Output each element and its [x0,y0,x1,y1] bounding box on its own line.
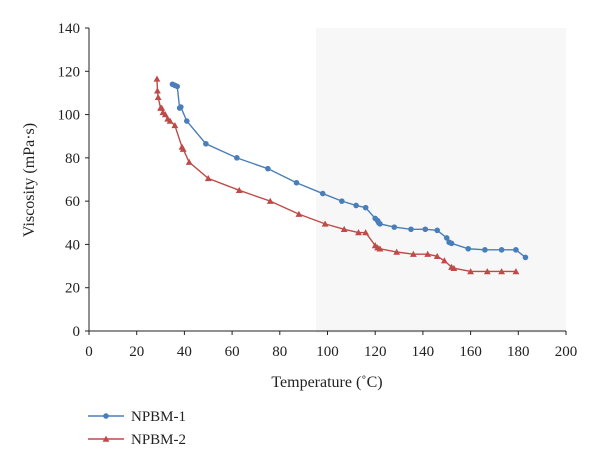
x-tick-label: 200 [555,344,578,360]
data-point-npbm-2 [166,117,174,124]
y-tick-label: 0 [73,324,81,340]
series-npbm-1 [169,81,529,261]
legend-item-npbm-1: NPBM-1 [88,409,186,425]
data-point-npbm-2 [158,104,166,111]
data-point-npbm-2 [340,225,348,232]
legend-label: NPBM-2 [131,432,186,448]
data-point-npbm-1 [448,240,455,247]
data-point-npbm-1 [174,83,181,90]
legend-marker [103,413,109,419]
data-point-npbm-2 [161,111,169,118]
data-point-npbm-1 [339,198,345,204]
series-npbm-2 [153,75,520,275]
data-point-npbm-2 [512,268,520,275]
x-axis-label: Temperature (˚C) [271,374,382,391]
legend: NPBM-1 NPBM-2 [88,409,186,448]
data-point-npbm-2 [154,87,161,94]
x-tick-label: 40 [177,344,192,360]
x-tick-label: 0 [85,344,93,360]
data-point-npbm-1 [522,254,529,261]
data-point-npbm-1 [353,202,359,209]
data-point-npbm-1 [377,221,383,227]
data-point-npbm-2 [393,248,401,255]
data-point-npbm-2 [204,175,212,182]
x-tick-label: 20 [129,344,144,360]
data-point-npbm-2 [424,250,432,257]
data-point-npbm-2 [483,268,491,275]
data-point-npbm-2 [171,121,179,129]
data-point-npbm-1 [203,140,209,147]
data-point-npbm-1 [183,118,190,124]
data-point-npbm-1 [234,155,240,161]
data-point-npbm-1 [465,245,472,252]
data-point-npbm-1 [293,179,300,186]
legend-item-npbm-2: NPBM-2 [88,432,186,448]
y-tick-label: 20 [65,281,80,297]
data-point-npbm-2 [235,186,243,194]
data-point-npbm-2 [467,268,474,275]
data-point-npbm-1 [265,165,271,172]
x-tick-label: 180 [507,344,530,360]
data-point-npbm-1 [178,104,184,110]
data-point-npbm-2 [185,158,193,165]
data-point-npbm-1 [362,204,369,211]
data-point-npbm-2 [295,210,303,217]
data-point-npbm-2 [498,268,506,275]
axes: 0 20 40 60 80 100 120 140 0 20 40 60 80 100 120 140 160 1… [58,21,578,360]
x-tick-label: 160 [459,344,482,360]
data-point-npbm-2 [355,229,362,236]
x-tick-label: 140 [412,344,435,360]
data-point-npbm-1 [434,227,441,234]
y-tick-label: 100 [58,108,81,124]
data-point-npbm-2 [362,229,370,236]
data-point-npbm-2 [153,75,161,82]
y-tick-label: 60 [65,194,80,210]
data-point-npbm-2 [179,145,187,152]
y-axis-label: Viscosity (mPa·s) [21,123,38,237]
x-tick-label: 80 [272,344,287,360]
legend-marker [102,435,110,442]
data-point-npbm-1 [408,226,414,233]
legend-label: NPBM-1 [131,409,186,425]
data-point-npbm-2 [266,197,274,204]
data-point-npbm-1 [391,224,398,230]
series-layer [153,75,529,275]
data-point-npbm-2 [409,250,417,257]
data-point-npbm-1 [482,247,488,253]
data-point-npbm-1 [498,247,505,253]
data-point-npbm-2 [440,257,448,264]
data-point-npbm-1 [422,226,429,233]
data-point-npbm-1 [513,247,519,253]
x-tick-label: 60 [225,344,240,360]
data-point-npbm-2 [321,220,329,227]
data-point-npbm-2 [154,93,162,100]
data-point-npbm-2 [376,245,384,252]
plot-area-background [316,28,566,333]
data-point-npbm-1 [319,190,326,197]
y-tick-label: 140 [58,21,81,37]
y-tick-label: 40 [65,237,80,253]
y-tick-label: 80 [65,151,80,167]
data-point-npbm-2 [433,252,441,260]
y-tick-label: 120 [58,64,81,80]
x-tick-label: 120 [364,344,387,360]
data-point-npbm-1 [443,235,450,241]
x-tick-label: 100 [316,344,339,360]
data-point-npbm-2 [450,264,458,271]
